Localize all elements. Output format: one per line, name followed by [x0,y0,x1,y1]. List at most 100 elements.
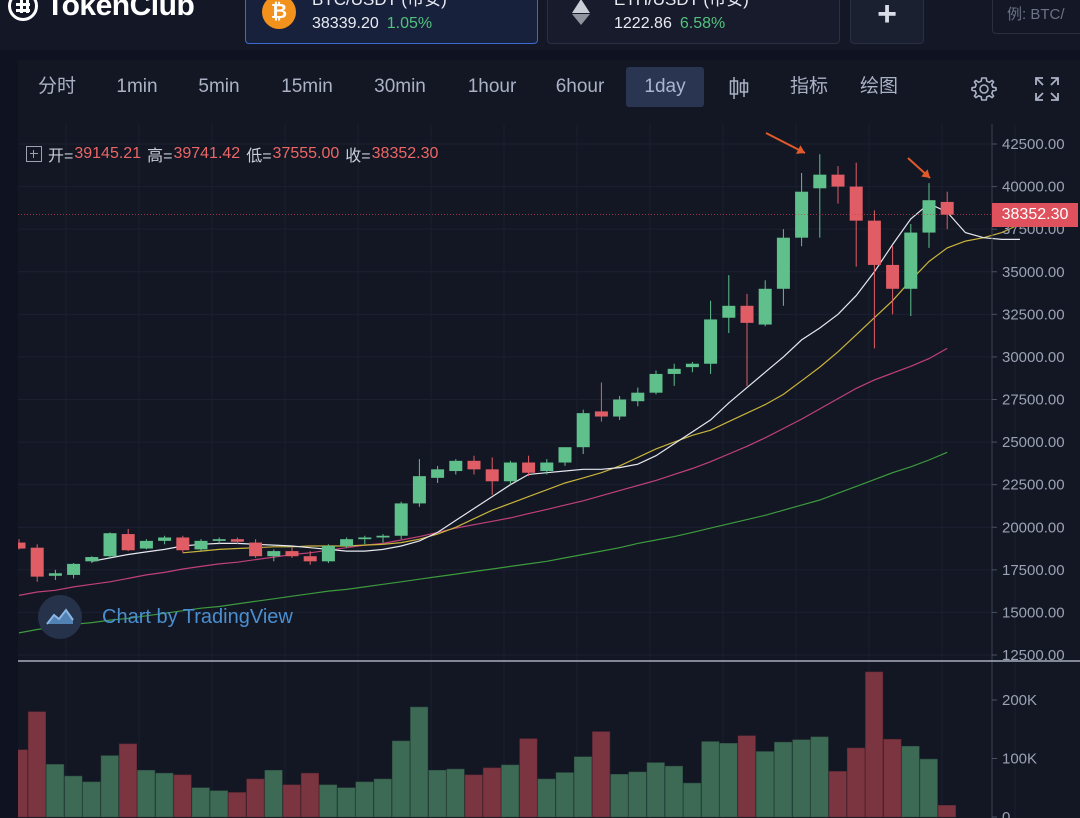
price-tick-label: 12500.00 [1002,647,1065,664]
candle [48,569,62,581]
volume-bar [501,764,520,818]
volume-bar [919,758,938,818]
volume-bar [118,743,137,818]
pair-name: BTC/USDT (币安) [312,0,447,10]
low-value: 37555.00 [272,145,340,162]
indicators-button[interactable]: 指标 [789,76,828,97]
candle [212,537,226,545]
pair-price-row: 1222.86 6.58% [614,15,725,33]
candle [667,363,681,386]
candle [904,224,918,317]
candle [176,535,190,553]
volume-bar [755,751,774,818]
close-value: 38352.30 [371,145,439,162]
volume-bar [355,781,374,818]
low-label: 低= [246,148,272,165]
interval-tab-30min[interactable]: 30min [374,76,426,97]
candle-body [139,540,153,549]
candle-body [704,319,718,364]
interval-tab-timeshare[interactable]: 分时 [37,76,76,97]
interval-tab-15min[interactable]: 15min [281,76,333,97]
price-tick-label: 42500.00 [1002,136,1065,153]
price-axis: 42500.0040000.0037500.0035000.0032500.00… [18,124,1080,818]
volume-bar [774,741,793,818]
close-label: 收= [345,148,371,165]
candlestick-icon[interactable] [728,76,750,100]
price-tick-label: 20000.00 [1002,519,1065,536]
volume-bar [937,805,956,818]
candle [649,370,663,395]
candle-body [467,460,481,470]
candle-body [776,237,790,289]
logo[interactable]: TokenClub [8,0,195,26]
candle-body [376,535,390,538]
volume-bar [428,769,447,818]
candle [849,162,863,267]
gear-icon[interactable] [969,74,999,104]
candle-body [103,533,117,557]
drawing-tools-button[interactable]: 绘图 [859,76,898,97]
interval-tab-1day[interactable]: 1day [626,67,704,107]
chart-panel: 分时 1min 5min 15min 30min 1hour 6hour 1da… [18,60,1080,818]
candle [613,396,627,420]
volume-bar [46,764,65,818]
candle [867,210,881,349]
volume-bar [446,768,465,818]
candle-body [831,174,845,187]
candle [631,387,645,407]
volume-bar [373,778,392,818]
interval-tab-6hour[interactable]: 6hour [555,76,605,97]
price-tick-label: 35000.00 [1002,264,1065,281]
interval-tab-1min[interactable]: 1min [116,76,158,97]
candle [722,275,736,334]
candle [813,154,827,238]
candle [67,563,81,579]
candle [740,293,754,386]
candle [103,532,117,558]
price-tick-label: 30000.00 [1002,349,1065,366]
open-label: 开= [48,148,74,165]
volume-bar [337,787,356,818]
candlestick-chart[interactable]: 42500.0040000.0037500.0035000.0032500.00… [18,60,1080,818]
fullscreen-icon[interactable] [1033,75,1061,103]
volume-bar [719,743,738,818]
search-input[interactable]: 例: BTC/ [992,0,1080,34]
candle [467,455,481,475]
candle [158,535,172,545]
pair-name: ETH/USDT (币安) [614,0,749,10]
interval-tab-1hour[interactable]: 1hour [467,76,517,97]
candle-body [558,447,572,463]
candle [922,183,936,248]
candle-body [740,305,754,323]
candle-body [431,469,445,478]
candle [503,460,517,485]
candle [394,501,408,540]
candle [594,382,608,422]
volume-bar [628,771,647,818]
pair-change: 1.05% [386,15,433,32]
add-pair-button[interactable]: + [850,0,924,44]
volume-bar [737,735,756,818]
candle-body [631,392,645,402]
interval-tab-5min[interactable]: 5min [198,76,240,97]
pair-tab-btc[interactable]: ₿ BTC/USDT (币安) 38339.20 1.05% [245,0,538,44]
legend-toggle-icon[interactable] [26,146,42,162]
tradingview-watermark[interactable]: Chart by TradingView [38,595,293,639]
pair-tab-eth[interactable]: ETH/USDT (币安) 1222.86 6.58% [547,0,840,44]
candle-body [358,537,372,540]
annotation-arrow-1-head [796,145,805,154]
candle-body [904,232,918,289]
candle-body [449,460,463,472]
volume-bar [901,745,920,818]
moving-average-lines [18,202,1021,634]
candle [831,166,845,204]
candle-body [121,534,135,551]
candle-body [30,547,44,577]
volume-bar [646,762,665,818]
pair-price: 1222.86 [614,15,672,32]
candles [18,154,954,582]
candle-body [412,476,426,504]
tradingview-logo-icon [38,595,82,639]
volume-tick-label: 200K [1002,692,1037,709]
candle-body [867,220,881,265]
